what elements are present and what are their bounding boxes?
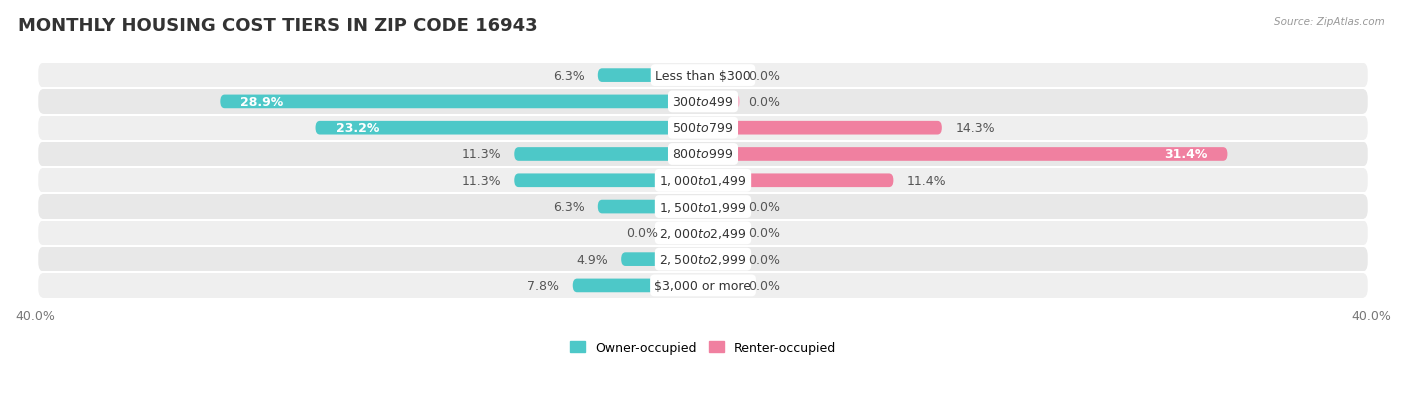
Text: 11.4%: 11.4% <box>907 174 946 188</box>
FancyBboxPatch shape <box>515 174 703 188</box>
Text: 23.2%: 23.2% <box>336 122 380 135</box>
Text: $1,000 to $1,499: $1,000 to $1,499 <box>659 174 747 188</box>
FancyBboxPatch shape <box>572 279 703 292</box>
Text: 7.8%: 7.8% <box>527 279 560 292</box>
Text: $3,000 or more: $3,000 or more <box>655 279 751 292</box>
FancyBboxPatch shape <box>703 279 740 292</box>
Text: 0.0%: 0.0% <box>748 253 780 266</box>
Text: Source: ZipAtlas.com: Source: ZipAtlas.com <box>1274 17 1385 26</box>
Text: 4.9%: 4.9% <box>576 253 607 266</box>
Text: 6.3%: 6.3% <box>553 201 585 214</box>
FancyBboxPatch shape <box>315 121 703 135</box>
FancyBboxPatch shape <box>38 195 1368 220</box>
Text: 6.3%: 6.3% <box>553 69 585 83</box>
Text: 0.0%: 0.0% <box>626 227 658 240</box>
FancyBboxPatch shape <box>703 95 740 109</box>
FancyBboxPatch shape <box>703 174 893 188</box>
FancyBboxPatch shape <box>703 121 942 135</box>
Text: 0.0%: 0.0% <box>748 96 780 109</box>
FancyBboxPatch shape <box>703 200 740 214</box>
Text: 11.3%: 11.3% <box>461 148 501 161</box>
FancyBboxPatch shape <box>598 69 703 83</box>
FancyBboxPatch shape <box>703 148 1227 161</box>
Legend: Owner-occupied, Renter-occupied: Owner-occupied, Renter-occupied <box>569 341 837 354</box>
FancyBboxPatch shape <box>666 226 703 240</box>
FancyBboxPatch shape <box>38 273 1368 298</box>
Text: 14.3%: 14.3% <box>955 122 995 135</box>
Text: $2,500 to $2,999: $2,500 to $2,999 <box>659 252 747 266</box>
Text: 11.3%: 11.3% <box>461 174 501 188</box>
FancyBboxPatch shape <box>703 226 740 240</box>
Text: 28.9%: 28.9% <box>240 96 284 109</box>
Text: 31.4%: 31.4% <box>1164 148 1208 161</box>
Text: $1,500 to $1,999: $1,500 to $1,999 <box>659 200 747 214</box>
FancyBboxPatch shape <box>621 253 703 266</box>
Text: $2,000 to $2,499: $2,000 to $2,499 <box>659 226 747 240</box>
FancyBboxPatch shape <box>515 148 703 161</box>
Text: 0.0%: 0.0% <box>748 201 780 214</box>
FancyBboxPatch shape <box>38 168 1368 193</box>
Text: Less than $300: Less than $300 <box>655 69 751 83</box>
Text: 0.0%: 0.0% <box>748 69 780 83</box>
FancyBboxPatch shape <box>598 200 703 214</box>
Text: $800 to $999: $800 to $999 <box>672 148 734 161</box>
Text: $500 to $799: $500 to $799 <box>672 122 734 135</box>
FancyBboxPatch shape <box>703 69 740 83</box>
FancyBboxPatch shape <box>221 95 703 109</box>
FancyBboxPatch shape <box>38 63 1368 88</box>
FancyBboxPatch shape <box>38 247 1368 272</box>
FancyBboxPatch shape <box>38 116 1368 141</box>
FancyBboxPatch shape <box>38 90 1368 115</box>
Text: MONTHLY HOUSING COST TIERS IN ZIP CODE 16943: MONTHLY HOUSING COST TIERS IN ZIP CODE 1… <box>18 17 538 34</box>
FancyBboxPatch shape <box>703 253 740 266</box>
FancyBboxPatch shape <box>38 221 1368 246</box>
FancyBboxPatch shape <box>38 142 1368 167</box>
Text: 0.0%: 0.0% <box>748 227 780 240</box>
Text: 0.0%: 0.0% <box>748 279 780 292</box>
Text: $300 to $499: $300 to $499 <box>672 96 734 109</box>
